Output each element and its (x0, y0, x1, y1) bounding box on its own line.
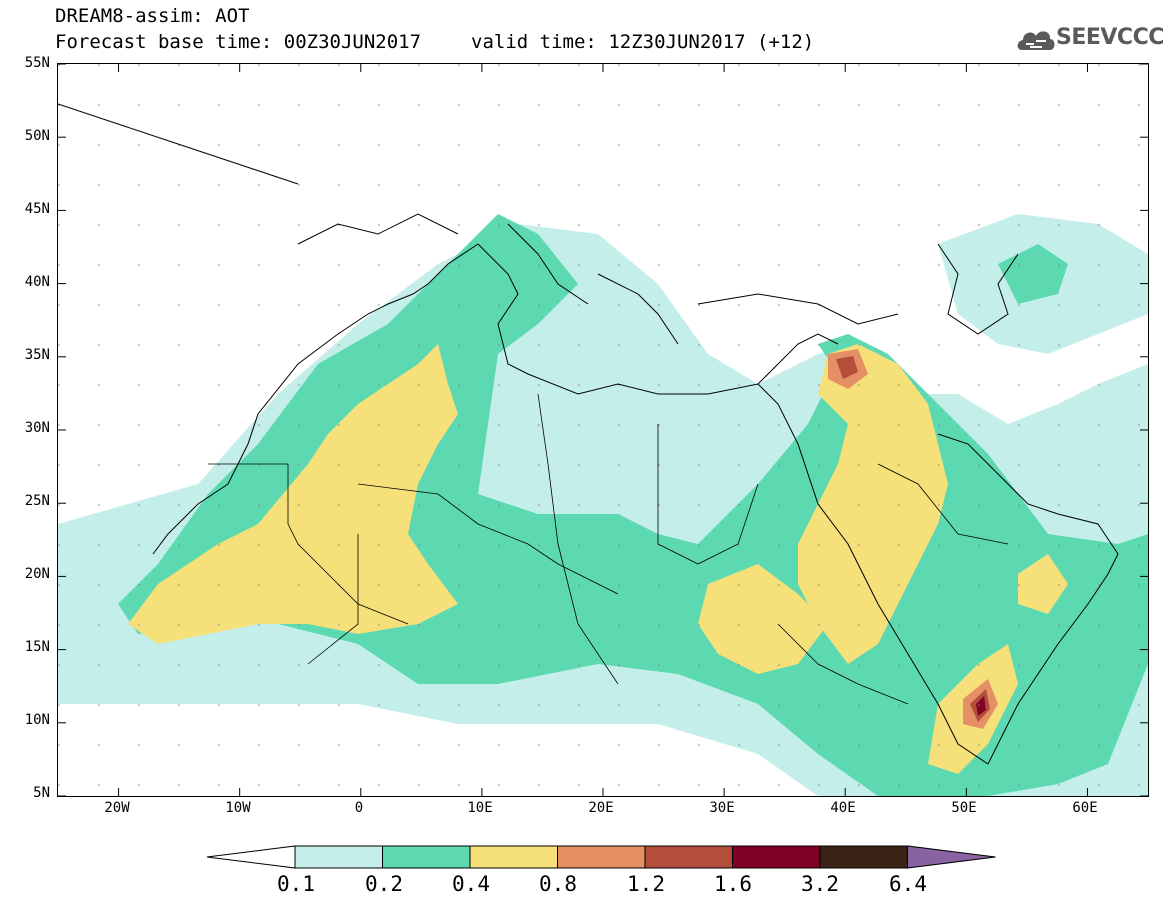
forecast-times: Forecast base time: 00Z30JUN2017 valid ti… (55, 32, 814, 52)
valid-time: valid time: 12Z30JUN2017 (+12) (471, 31, 815, 53)
coastlines (58, 103, 1119, 765)
map-title: DREAM8-assim: AOT (55, 5, 250, 27)
lat-label: 50N (24, 128, 50, 144)
logo-text: SEEVCCC (1056, 25, 1164, 50)
lat-label: 45N (24, 201, 50, 217)
axis-ticks (58, 64, 1148, 796)
colorbar-label: 0.2 (365, 872, 403, 896)
lat-label: 35N (24, 347, 50, 363)
lon-label: 20W (104, 800, 130, 816)
lon-label: 30E (709, 800, 735, 816)
seevccc-logo: SEEVCCC (1016, 22, 1164, 56)
lat-label: 20N (24, 566, 50, 582)
colorbar-label: 1.2 (627, 872, 665, 896)
colorbar-label: 0.4 (452, 872, 490, 896)
country-borders (208, 393, 1009, 705)
lat-label: 15N (24, 639, 50, 655)
colorbar-arrow-high (907, 845, 996, 869)
graticule (58, 64, 1148, 796)
colorbar-label: 6.4 (889, 872, 927, 896)
aot-map (58, 64, 1148, 796)
colorbar-arrow-low (206, 845, 296, 869)
base-time: Forecast base time: 00Z30JUN2017 (55, 31, 422, 53)
lat-label: 40N (24, 274, 50, 290)
lon-label: 20E (588, 800, 614, 816)
colorbar-cell (382, 845, 471, 869)
lon-label: 0 (354, 800, 364, 816)
colorbar-label: 0.1 (277, 872, 315, 896)
colorbar-cell (469, 845, 558, 869)
lat-label: 55N (24, 55, 50, 71)
lat-label: 10N (24, 712, 50, 728)
lat-label: 25N (24, 493, 50, 509)
colorbar-label: 1.6 (714, 872, 752, 896)
lon-label: 50E (951, 800, 977, 816)
lon-label: 40E (830, 800, 856, 816)
lat-label: 30N (24, 420, 50, 436)
colorbar-cell (644, 845, 733, 869)
colorbar-cell (819, 845, 908, 869)
colorbar-cell (732, 845, 821, 869)
colorbar (206, 845, 996, 869)
lon-label: 10E (467, 800, 493, 816)
lon-label: 10W (225, 800, 251, 816)
colorbar-label: 3.2 (801, 872, 839, 896)
cloud-logo-icon (1017, 31, 1055, 50)
colorbar-cell (557, 845, 646, 869)
lon-label: 60E (1072, 800, 1098, 816)
colorbar-label: 0.8 (539, 872, 577, 896)
colorbar-cell (294, 845, 383, 869)
map-panel (57, 63, 1149, 797)
lat-label: 5N (33, 785, 50, 801)
